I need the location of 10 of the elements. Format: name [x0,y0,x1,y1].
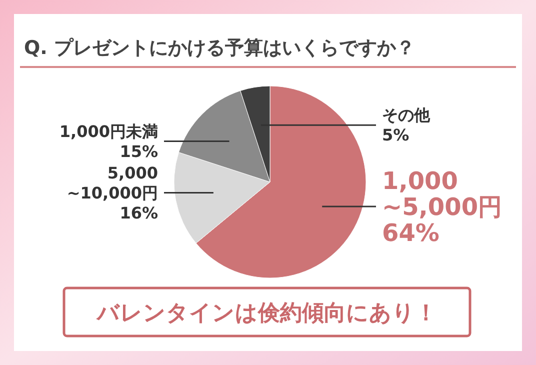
slice-label: 1,000 ~5,000円 [382,166,502,221]
text: バレンタインは倹約傾向にあり！ [95,301,437,326]
slice-label: その他 [382,106,431,125]
data-label: 5% [382,126,410,145]
data-label: 64% [382,218,440,247]
slice-label: 1,000円未満 [59,122,158,141]
data-label: 15% [120,142,158,161]
slice-label: 5,000 ~10,000円 [66,163,158,202]
chart-title: Q. プレゼントにかける予算はいくらですか？ [24,37,415,59]
data-label: 16% [120,203,158,222]
